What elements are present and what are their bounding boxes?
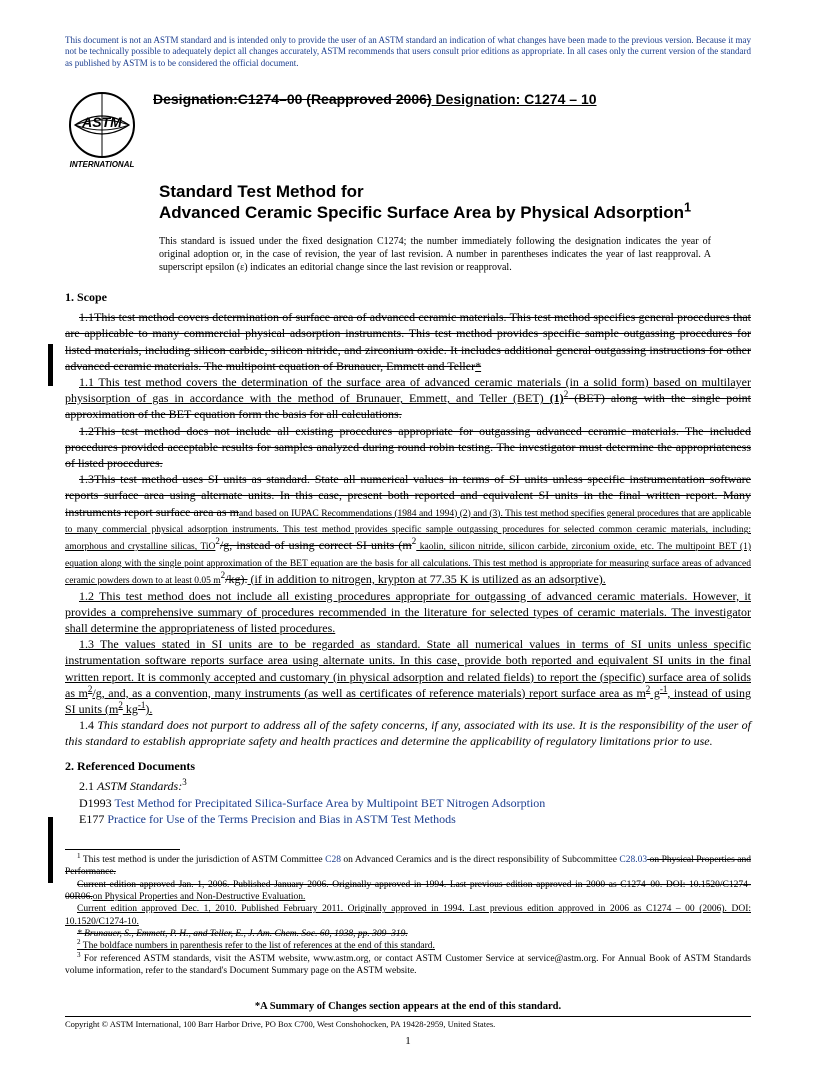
header-row: ASTM INTERNATIONAL Designation:C1274–00 … xyxy=(65,87,751,169)
refs-d1993: D1993 Test Method for Precipitated Silic… xyxy=(65,795,751,811)
designation-line: Designation:C1274–00 (Reapproved 2006) D… xyxy=(153,87,597,107)
summary-changes: *A Summary of Changes section appears at… xyxy=(65,1001,751,1012)
page-container: This document is not an ASTM standard an… xyxy=(0,0,816,1067)
scope-para-2-old: 1.2This test method does not include all… xyxy=(65,423,751,472)
svg-text:INTERNATIONAL: INTERNATIONAL xyxy=(70,160,135,169)
footnote-1b: Current edition approved Jan. 1, 2006. P… xyxy=(65,879,751,904)
title-line1: Standard Test Method for xyxy=(159,181,751,202)
scope-heading: 1. Scope xyxy=(65,290,751,305)
scope-para-1-old: 1.1This test method covers determination… xyxy=(65,309,751,374)
scope-para-1-new: 1.1 This test method covers the determin… xyxy=(65,374,751,423)
refs-heading: 2. Referenced Documents xyxy=(65,759,751,774)
footnote-1c: Current edition approved Dec. 1, 2010. P… xyxy=(65,903,751,928)
title-block: Standard Test Method for Advanced Cerami… xyxy=(159,181,751,224)
refs-e177: E177 Practice for Use of the Terms Preci… xyxy=(65,811,751,827)
svg-text:ASTM: ASTM xyxy=(81,114,122,130)
scope-para-1-2-new: 1.2 This test method does not include al… xyxy=(65,588,751,637)
title-line2: Advanced Ceramic Specific Surface Area b… xyxy=(159,202,751,223)
footnotes-body: 1 This test method is under the jurisdic… xyxy=(65,854,751,977)
d1993-link[interactable]: Test Method for Precipitated Silica-Surf… xyxy=(114,796,545,810)
refs-2-1: 2.1 ASTM Standards:3 xyxy=(65,778,751,794)
footnote-rule xyxy=(65,849,180,850)
copyright: Copyright © ASTM International, 100 Barr… xyxy=(65,1016,751,1029)
e177-link[interactable]: Practice for Use of the Terms Precision … xyxy=(107,812,456,826)
disclaimer-text: This document is not an ASTM standard an… xyxy=(65,35,751,69)
astm-logo: ASTM INTERNATIONAL xyxy=(65,87,139,169)
issuance-note: This standard is issued under the fixed … xyxy=(159,235,751,274)
footnote-3: 3 For referenced ASTM standards, visit t… xyxy=(65,953,751,978)
designation-new: Designation: C1274 – 10 xyxy=(432,91,597,107)
footnote-2: 2 The boldface numbers in parenthesis re… xyxy=(65,940,751,952)
designation-old: Designation:C1274–00 (Reapproved 2006) xyxy=(153,91,432,107)
change-bar-1 xyxy=(48,344,53,386)
scope-para-3-mix: 1.3This test method uses SI units as sta… xyxy=(65,471,751,587)
footnote-1: 1 This test method is under the jurisdic… xyxy=(65,854,751,879)
scope-para-1-4: 1.4 This standard does not purport to ad… xyxy=(65,717,751,749)
change-bar-2 xyxy=(48,817,53,883)
footnote-star: * Brunauer, S., Emmett, P. H., and Telle… xyxy=(65,928,751,940)
page-number: 1 xyxy=(65,1035,751,1047)
scope-para-1-3-new: 1.3 The values stated in SI units are to… xyxy=(65,636,751,717)
